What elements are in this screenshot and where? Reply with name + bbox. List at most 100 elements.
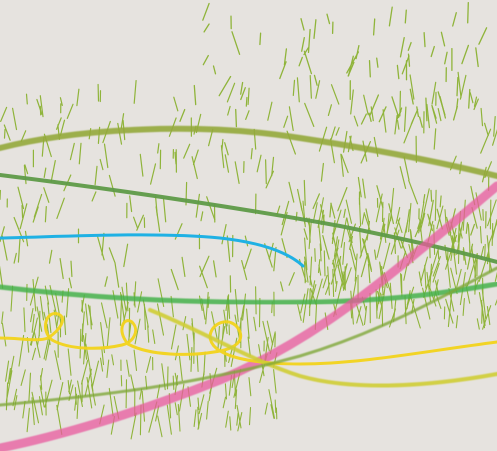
grass-blade [70, 260, 73, 278]
grass-blade [199, 265, 208, 289]
grass-blade [197, 397, 200, 411]
grass-blade [345, 199, 353, 224]
grass-blade [226, 82, 236, 103]
grass-blade [467, 223, 471, 243]
grass-blade [303, 179, 306, 206]
grass-blade [253, 316, 257, 332]
grass-blade [452, 105, 458, 121]
grass-blade [280, 281, 284, 292]
grass-blade [32, 278, 37, 312]
dark-green-diagonal [0, 173, 497, 264]
grass-blade [30, 308, 34, 323]
grass-blade [395, 206, 401, 224]
grass-blade [298, 56, 303, 67]
pink-magenta-stroke [0, 181, 497, 451]
grass-blade [357, 176, 362, 198]
grass-blade [428, 199, 434, 227]
grass-blade [5, 370, 13, 403]
grass-blade [142, 299, 149, 328]
grass-blade [25, 93, 28, 105]
grass-blade [177, 403, 181, 432]
grass-blade [50, 160, 56, 183]
grass-blade [195, 193, 200, 218]
grass-blade [494, 271, 497, 282]
grass-blade [368, 112, 372, 123]
grass-blade [193, 409, 197, 428]
grass-blade [486, 305, 491, 326]
grass-blade [31, 347, 37, 361]
grass-blade [330, 202, 336, 219]
grass-blade [330, 126, 336, 140]
grass-blade [191, 156, 198, 180]
grass-blade [28, 372, 32, 402]
grass-blade [174, 402, 178, 416]
grass-blade [409, 74, 415, 100]
grass-blade [242, 293, 247, 321]
grass-blade [470, 223, 475, 236]
grass-blade [55, 292, 62, 325]
grass-blade [444, 51, 448, 65]
grass-blade [229, 416, 232, 431]
grass-blade [408, 179, 419, 205]
grass-blade [304, 237, 308, 271]
grass-blade [96, 235, 105, 261]
grass-blade [465, 222, 469, 234]
grass-blade [330, 84, 340, 105]
grass-blade [439, 195, 442, 208]
grass-blade [307, 28, 311, 54]
grass-blade [340, 153, 344, 177]
grass-blade [133, 79, 137, 104]
grass-blade [213, 260, 217, 278]
grass-blade [1, 322, 7, 347]
grass-blade [300, 18, 305, 31]
grass-blade [484, 122, 489, 137]
grass-blade [322, 274, 328, 289]
grass-blade [493, 115, 496, 137]
grass-blade [308, 221, 312, 250]
grass-blade [393, 217, 401, 238]
grass-blade [322, 235, 330, 260]
grass-blade [343, 208, 346, 218]
grass-blade [343, 130, 348, 153]
grass-blade [31, 391, 40, 424]
grass-blade [23, 164, 27, 185]
grass-blade [288, 272, 295, 286]
grass-blade [222, 396, 227, 409]
grass-blade [0, 106, 8, 123]
grass-blade [334, 280, 338, 292]
grass-blade [269, 331, 276, 355]
grass-blade [330, 258, 339, 285]
grass-blade [33, 193, 43, 218]
grass-blade [399, 166, 407, 189]
grass-blade [266, 320, 274, 346]
grass-blade [467, 1, 469, 24]
grass-blade [139, 153, 144, 177]
grass-blade [150, 163, 157, 185]
cyan-curve [0, 233, 305, 268]
grass-blade [432, 256, 441, 277]
grass-blade [303, 50, 313, 75]
grass-blade [155, 405, 160, 422]
grass-blade [234, 161, 240, 184]
grass-blade [139, 388, 143, 400]
grass-blade [162, 197, 167, 223]
grass-blade [388, 6, 393, 27]
grass-blade [9, 355, 15, 380]
grass-blade [409, 88, 414, 105]
grass-blade [309, 74, 312, 99]
grass-blade [200, 211, 204, 222]
grass-blade [13, 252, 17, 264]
grass-blade [120, 113, 125, 129]
grass-blade [44, 285, 50, 305]
grass-blade [455, 315, 459, 329]
grass-blade [424, 264, 427, 289]
grass-blade [430, 45, 435, 58]
grass-blade [152, 329, 156, 345]
grass-blade [457, 71, 462, 98]
grass-blade [94, 165, 98, 186]
grass-blade [432, 262, 440, 283]
grass-blade [240, 81, 244, 95]
grass-blade [382, 242, 391, 269]
grass-blade [39, 95, 44, 118]
